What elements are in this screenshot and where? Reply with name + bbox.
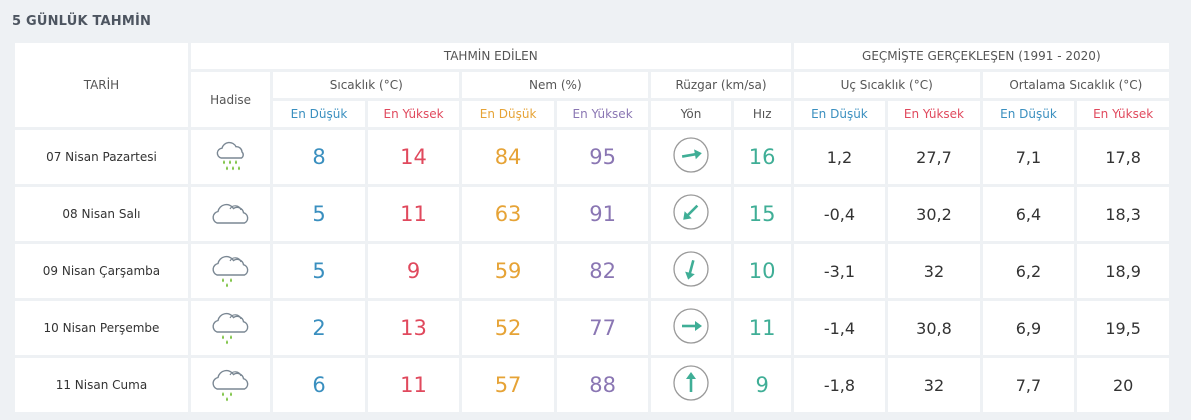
arrow-east-icon (672, 307, 710, 345)
wind-direction-cell (651, 187, 731, 241)
header-gecmiste: GEÇMİŞTE GERÇEKLEŞEN (1991 - 2020) (793, 43, 1169, 69)
header-sicaklik: Sıcaklık (°C) (273, 72, 460, 98)
header-yon: Yön (651, 101, 731, 127)
header-tahmin-edilen: TAHMİN EDİLEN (190, 43, 791, 69)
header-sicaklik-min: En Düşük (273, 101, 365, 127)
light-rain-icon (190, 358, 271, 412)
wind-speed: 10 (733, 244, 791, 298)
average-max: 18,9 (1077, 244, 1169, 298)
humidity-min: 59 (462, 244, 554, 298)
arrow-north-icon (672, 364, 710, 402)
record-min: -0,4 (793, 187, 886, 241)
average-max: 17,8 (1077, 130, 1169, 184)
arrow-south-icon (672, 250, 710, 288)
cloud-icon (190, 187, 271, 241)
wind-direction-cell (651, 130, 731, 184)
average-min: 7,1 (982, 130, 1075, 184)
average-min: 7,7 (982, 358, 1075, 412)
header-hadise: Hadise (190, 72, 271, 127)
record-min: 1,2 (793, 130, 886, 184)
temp-max: 9 (367, 244, 460, 298)
header-uc-min: En Düşük (793, 101, 886, 127)
temp-min: 6 (273, 358, 365, 412)
record-min: -1,4 (793, 301, 886, 355)
header-ort-max: En Yüksek (1077, 101, 1169, 127)
wind-direction-cell (651, 244, 731, 298)
header-ort-sicaklik: Ortalama Sıcaklık (°C) (982, 72, 1169, 98)
humidity-min: 63 (462, 187, 554, 241)
forecast-table: TARİH TAHMİN EDİLEN GEÇMİŞTE GERÇEKLEŞEN… (12, 40, 1172, 415)
record-max: 30,2 (888, 187, 980, 241)
header-nem-max: En Yüksek (556, 101, 649, 127)
humidity-max: 82 (556, 244, 649, 298)
header-ort-min: En Düşük (982, 101, 1075, 127)
table-row: 07 Nisan Pazartesi 8 14 84 95 (15, 130, 1169, 184)
date-cell: 09 Nisan Çarşamba (15, 244, 188, 298)
header-hiz: Hız (733, 101, 791, 127)
temp-max: 11 (367, 187, 460, 241)
header-uc-sicaklik: Uç Sıcaklık (°C) (793, 72, 980, 98)
temp-max: 11 (367, 358, 460, 412)
header-sicaklik-max: En Yüksek (367, 101, 460, 127)
light-rain-icon (190, 301, 271, 355)
date-cell: 07 Nisan Pazartesi (15, 130, 188, 184)
light-rain-icon (190, 244, 271, 298)
wind-speed: 16 (733, 130, 791, 184)
average-min: 6,9 (982, 301, 1075, 355)
date-cell: 08 Nisan Salı (15, 187, 188, 241)
record-max: 32 (888, 358, 980, 412)
temp-max: 13 (367, 301, 460, 355)
temp-min: 8 (273, 130, 365, 184)
heavy-rain-icon (190, 130, 271, 184)
table-row: 09 Nisan Çarşamba 5 9 59 82 (15, 244, 1169, 298)
header-ruzgar: Rüzgar (km/sa) (651, 72, 791, 98)
record-max: 30,8 (888, 301, 980, 355)
humidity-max: 91 (556, 187, 649, 241)
average-max: 19,5 (1077, 301, 1169, 355)
temp-min: 5 (273, 187, 365, 241)
average-min: 6,4 (982, 187, 1075, 241)
section-title: 5 GÜNLÜK TAHMİN (12, 14, 152, 29)
arrow-east-icon (672, 136, 710, 174)
record-min: -3,1 (793, 244, 886, 298)
humidity-min: 52 (462, 301, 554, 355)
table-row: 10 Nisan Perşembe 2 13 52 77 (15, 301, 1169, 355)
temp-max: 14 (367, 130, 460, 184)
record-max: 27,7 (888, 130, 980, 184)
humidity-min: 84 (462, 130, 554, 184)
date-cell: 10 Nisan Perşembe (15, 301, 188, 355)
wind-speed: 9 (733, 358, 791, 412)
humidity-max: 88 (556, 358, 649, 412)
temp-min: 2 (273, 301, 365, 355)
table-row: 11 Nisan Cuma 6 11 57 88 (15, 358, 1169, 412)
wind-speed: 15 (733, 187, 791, 241)
wind-direction-cell (651, 358, 731, 412)
wind-direction-cell (651, 301, 731, 355)
temp-min: 5 (273, 244, 365, 298)
arrow-southwest-icon (672, 193, 710, 231)
record-min: -1,8 (793, 358, 886, 412)
header-uc-max: En Yüksek (888, 101, 980, 127)
average-max: 18,3 (1077, 187, 1169, 241)
humidity-min: 57 (462, 358, 554, 412)
date-cell: 11 Nisan Cuma (15, 358, 188, 412)
header-nem-min: En Düşük (462, 101, 554, 127)
average-min: 6,2 (982, 244, 1075, 298)
record-max: 32 (888, 244, 980, 298)
humidity-max: 95 (556, 130, 649, 184)
header-tarih: TARİH (15, 43, 188, 127)
header-nem: Nem (%) (462, 72, 649, 98)
wind-speed: 11 (733, 301, 791, 355)
humidity-max: 77 (556, 301, 649, 355)
table-row: 08 Nisan Salı 5 11 63 91 15 -0,4 30,2 6,… (15, 187, 1169, 241)
average-max: 20 (1077, 358, 1169, 412)
